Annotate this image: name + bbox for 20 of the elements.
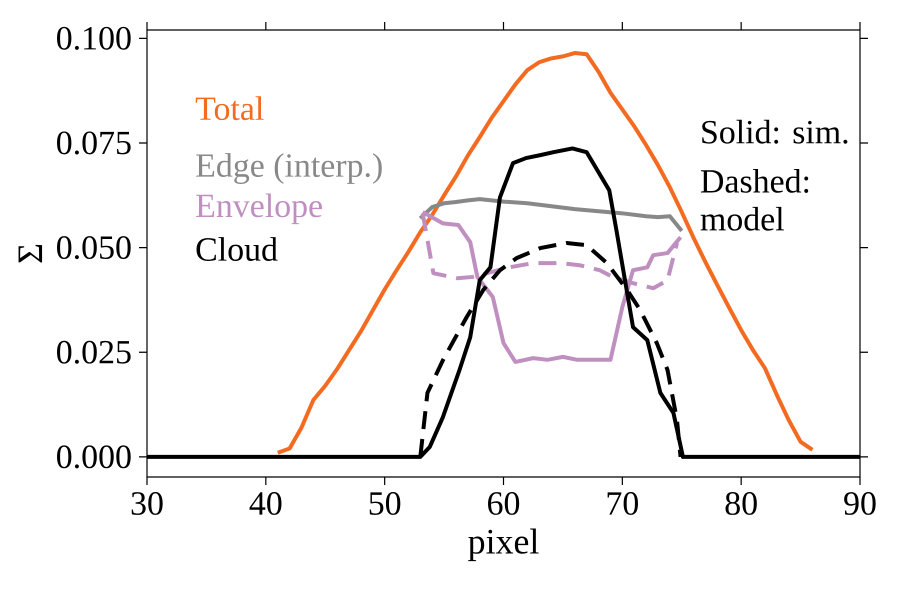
y-axis-title: Σ: [18, 244, 42, 263]
x-tick-label: 50: [370, 492, 400, 515]
y-tick-label: 0.025: [57, 340, 131, 364]
y-tick-label: 0.075: [57, 131, 131, 154]
y-tick-label: 0.050: [57, 236, 131, 260]
x-tick-label: 60: [488, 492, 520, 515]
series-label: Edge (interp.): [196, 153, 382, 184]
x-tick-label: 90: [844, 492, 876, 515]
y-tick-label: 0.000: [57, 445, 131, 468]
text: Total: [196, 96, 264, 120]
x-tick-label: 40: [250, 492, 282, 515]
legend-label: Cloud: [196, 237, 278, 261]
x-tick-label: 30: [132, 492, 163, 515]
y-tick-label: 0.100: [57, 26, 131, 50]
text: Envelope: [196, 193, 322, 224]
x-tick-label: 70: [608, 492, 638, 515]
x-axis-title: pixel: [468, 528, 539, 562]
x-tick-label: 80: [726, 492, 757, 515]
annotation: Dashed: model: [700, 168, 808, 231]
annotation: Solid: sim.: [702, 120, 848, 144]
